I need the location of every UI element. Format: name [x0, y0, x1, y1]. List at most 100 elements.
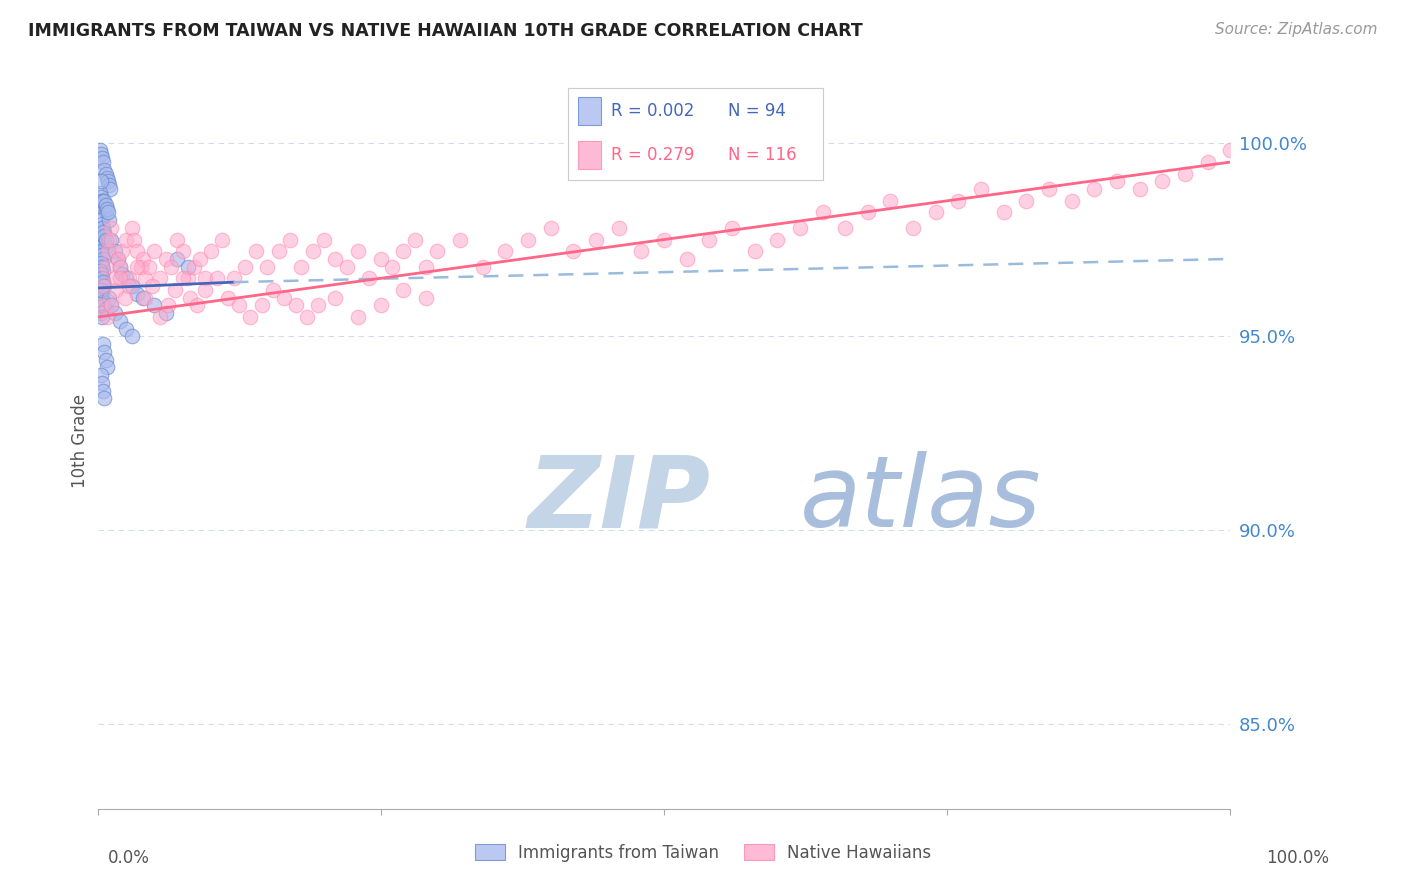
Point	[115, 271, 138, 285]
Point	[607, 221, 630, 235]
Point	[96, 360, 118, 375]
Point	[194, 283, 217, 297]
Point	[90, 233, 112, 247]
Text: ZIP: ZIP	[529, 451, 711, 549]
Text: atlas: atlas	[800, 451, 1042, 549]
Point	[91, 260, 114, 274]
Point	[91, 271, 114, 285]
Point	[110, 314, 132, 328]
Point	[90, 213, 112, 227]
Point	[228, 298, 250, 312]
Point	[90, 268, 112, 282]
Point	[94, 197, 117, 211]
Point	[91, 248, 114, 262]
Point	[155, 252, 177, 266]
Point	[110, 260, 132, 274]
Point	[160, 260, 183, 274]
Point	[90, 190, 112, 204]
Point	[97, 174, 120, 188]
Point	[96, 310, 118, 324]
Point	[90, 256, 112, 270]
Point	[89, 263, 111, 277]
Point	[744, 244, 766, 259]
Point	[93, 225, 115, 239]
Point	[93, 162, 115, 177]
Point	[404, 233, 426, 247]
Point	[115, 321, 138, 335]
Point	[948, 194, 970, 208]
Point	[91, 221, 114, 235]
Point	[392, 244, 415, 259]
Point	[90, 286, 112, 301]
Point	[179, 291, 201, 305]
Point	[121, 329, 143, 343]
Point	[121, 279, 143, 293]
Point	[245, 244, 267, 259]
Point	[90, 368, 112, 383]
Point	[91, 197, 114, 211]
Point	[96, 170, 118, 185]
Point	[789, 221, 811, 235]
Point	[100, 298, 122, 312]
Point	[1038, 182, 1060, 196]
Point	[91, 155, 114, 169]
Point	[1083, 182, 1105, 196]
Point	[134, 291, 156, 305]
Point	[91, 252, 114, 266]
Point	[91, 384, 114, 398]
Point	[155, 306, 177, 320]
Point	[250, 298, 273, 312]
Point	[370, 252, 392, 266]
Point	[91, 236, 114, 251]
Point	[267, 244, 290, 259]
Point	[111, 268, 134, 282]
Point	[111, 244, 134, 259]
Point	[94, 233, 117, 247]
Point	[149, 310, 172, 324]
Text: IMMIGRANTS FROM TAIWAN VS NATIVE HAWAIIAN 10TH GRADE CORRELATION CHART: IMMIGRANTS FROM TAIWAN VS NATIVE HAWAIIA…	[28, 22, 863, 40]
Point	[91, 310, 114, 324]
Point	[200, 244, 222, 259]
Point	[91, 217, 114, 231]
Point	[90, 244, 112, 259]
Point	[91, 260, 114, 274]
Point	[97, 244, 120, 259]
Point	[93, 202, 115, 216]
Point	[347, 310, 370, 324]
Point	[494, 244, 516, 259]
Point	[132, 252, 155, 266]
Point	[138, 260, 160, 274]
Point	[91, 283, 114, 297]
Point	[94, 240, 117, 254]
Point	[188, 252, 211, 266]
Point	[993, 205, 1015, 219]
Point	[172, 271, 194, 285]
Point	[89, 228, 111, 243]
Point	[91, 337, 114, 351]
Text: Source: ZipAtlas.com: Source: ZipAtlas.com	[1215, 22, 1378, 37]
Point	[89, 186, 111, 200]
Point	[1060, 194, 1083, 208]
Point	[89, 144, 111, 158]
Point	[211, 233, 233, 247]
Point	[284, 298, 307, 312]
Point	[925, 205, 948, 219]
Point	[90, 147, 112, 161]
Point	[93, 392, 115, 406]
Point	[562, 244, 585, 259]
Point	[91, 279, 114, 293]
Point	[415, 291, 437, 305]
Point	[93, 236, 115, 251]
Point	[1015, 194, 1038, 208]
Text: 0.0%: 0.0%	[108, 849, 150, 867]
Point	[90, 244, 112, 259]
Point	[325, 252, 347, 266]
Point	[107, 252, 129, 266]
Point	[94, 302, 117, 317]
Point	[93, 298, 115, 312]
Point	[449, 233, 471, 247]
Point	[415, 260, 437, 274]
Point	[90, 279, 112, 293]
Point	[121, 221, 143, 235]
Point	[127, 244, 149, 259]
